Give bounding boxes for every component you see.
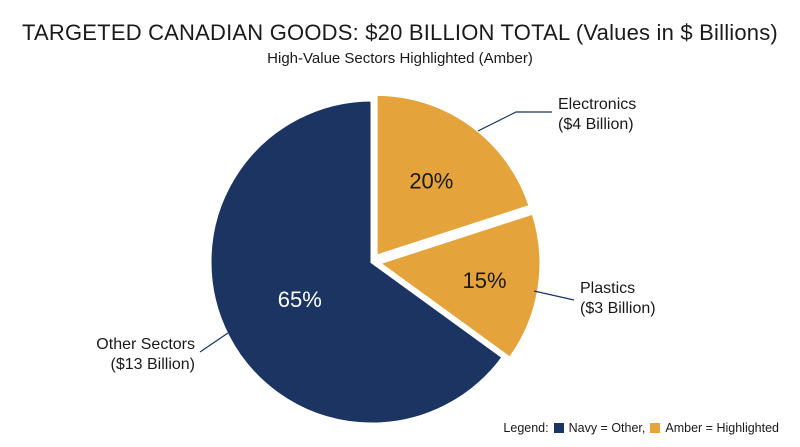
pct-label-plastics: 15% [462,268,506,293]
callout-line-electronics [477,111,552,132]
callout-text-plastics-name: Plastics [580,280,635,297]
pie-slice-plastics [375,211,543,361]
callout-text-other-sectors-name: Other Sectors [96,336,195,353]
callout-text-electronics-name: Electronics [558,96,636,113]
callout-text-other-sectors-value: ($13 Billion) [111,356,195,373]
legend-swatch-amber [650,423,661,433]
legend: Legend: Navy = Other, Amber = Highlighte… [503,421,779,435]
callout-line-other-sectors [199,332,229,353]
legend-label-highlighted: Amber = Highlighted [665,421,779,435]
callout-line-plastics [533,290,575,301]
chart-subtitle: High-Value Sectors Highlighted (Amber) [267,50,533,67]
legend-label-other: Navy = Other, [568,421,646,435]
callout-text-electronics-value: ($4 Billion) [558,116,634,133]
pct-label-electronics: 20% [409,168,453,193]
legend-prefix: Legend: [503,421,549,435]
pct-label-other-sectors: 65% [278,287,322,312]
chart-title: TARGETED CANADIAN GOODS: $20 BILLION TOT… [22,20,778,45]
legend-swatch-navy [553,423,564,433]
callout-text-plastics-value: ($3 Billion) [580,300,656,317]
pie-slice-other-sectors [208,98,506,426]
pie-slice-electronics [374,92,533,259]
